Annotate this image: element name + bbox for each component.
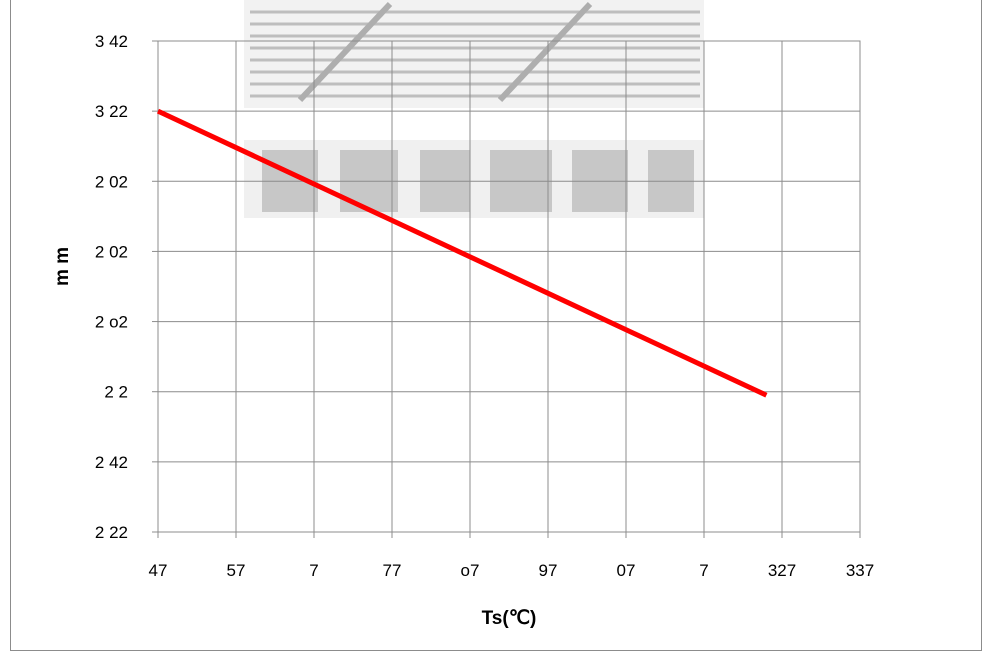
y-tick-label: 2 02 bbox=[95, 172, 128, 191]
x-tick-label: 7 bbox=[309, 561, 318, 580]
x-tick-label: 337 bbox=[846, 561, 874, 580]
y-tick-label: 2 42 bbox=[95, 453, 128, 472]
x-tick-label: 07 bbox=[617, 561, 636, 580]
x-tick-label: 327 bbox=[768, 561, 796, 580]
x-tick-label: 47 bbox=[149, 561, 168, 580]
chart-grid bbox=[157, 40, 861, 533]
y-axis-ticks: 3 423 222 022 022 o22 22 422 22 bbox=[95, 32, 158, 542]
chart-frame bbox=[10, 0, 982, 651]
x-axis-title: Ts(℃) bbox=[482, 608, 537, 629]
x-tick-label: 77 bbox=[383, 561, 402, 580]
x-tick-label: o7 bbox=[461, 561, 480, 580]
y-axis-title: m m bbox=[52, 247, 73, 286]
y-tick-label: 3 42 bbox=[95, 32, 128, 51]
series-line-0 bbox=[156, 108, 768, 398]
y-tick-label: 2 22 bbox=[95, 523, 128, 542]
y-tick-label: 2 2 bbox=[104, 383, 128, 402]
y-tick-label: 3 22 bbox=[95, 102, 128, 121]
watermark-image bbox=[244, 0, 704, 218]
series-layer bbox=[156, 108, 768, 398]
y-tick-label: 2 o2 bbox=[95, 313, 128, 332]
x-tick-label: 57 bbox=[227, 561, 246, 580]
x-tick-label: 7 bbox=[699, 561, 708, 580]
plot-area-border bbox=[157, 40, 861, 533]
x-axis-ticks: 47 57 7 77 o7 97 07 7 327 337 bbox=[149, 532, 874, 580]
plot-border-rect bbox=[157, 40, 861, 533]
y-tick-label: 2 02 bbox=[95, 242, 128, 261]
x-tick-label: 97 bbox=[539, 561, 558, 580]
